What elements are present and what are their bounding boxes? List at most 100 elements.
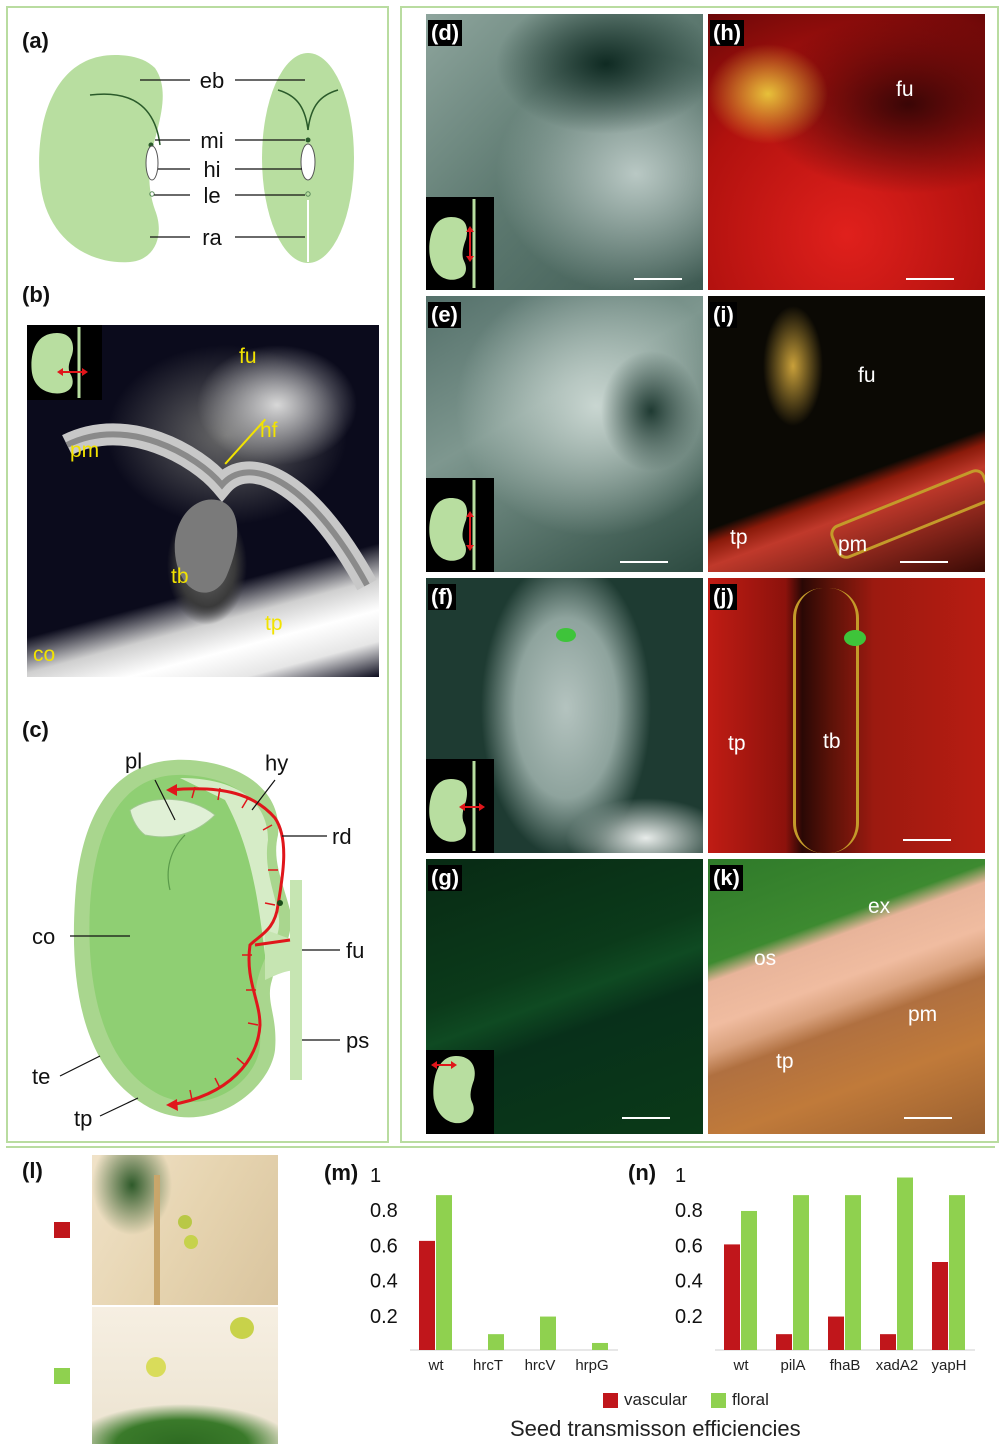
c-term-ps: ps xyxy=(346,1028,369,1053)
panel-g-inset xyxy=(426,1050,494,1134)
bar-vascular-wt xyxy=(419,1240,435,1350)
panel-g-micrograph: (g) xyxy=(426,859,703,1134)
chart-m: 1 0.8 0.6 0.4 0.2 wt hrcT hrcV hrpG xyxy=(370,1165,618,1374)
vascular-marker xyxy=(54,1222,70,1238)
panel-f-micrograph: (f) xyxy=(426,578,703,853)
ytick-label: 0.6 xyxy=(370,1235,398,1257)
panel-l-bud-2 xyxy=(184,1235,198,1249)
ytick-label: 1 xyxy=(370,1165,381,1187)
panel-h-micrograph: (h) fu xyxy=(708,14,985,290)
panel-b-label: (b) xyxy=(22,282,51,307)
bar-vascular-fhaB xyxy=(828,1316,844,1350)
bar-vascular-wt xyxy=(724,1244,740,1350)
panel-c-seed-cross-section: pl hy rd co fu ps te tp xyxy=(32,749,369,1131)
j-term-tp: tp xyxy=(728,732,746,755)
ytick-label: 0.2 xyxy=(370,1306,398,1328)
panel-i-micrograph: (i) fu tp pm xyxy=(708,296,985,572)
term-eb: eb xyxy=(200,68,224,93)
i-term-tp: tp xyxy=(730,526,748,549)
b-term-fu: fu xyxy=(239,345,257,368)
floral-marker xyxy=(54,1368,70,1384)
category-label: xadA2 xyxy=(876,1357,919,1374)
c-term-te: te xyxy=(32,1064,50,1089)
term-hi: hi xyxy=(203,157,220,182)
ytick-label: 0.8 xyxy=(675,1200,703,1222)
panel-k-label: (k) xyxy=(710,865,743,891)
c-term-co: co xyxy=(32,924,55,949)
b-term-tp: tp xyxy=(265,612,283,635)
panel-d-label: (d) xyxy=(428,20,463,46)
panel-f-bacteria-cluster xyxy=(556,628,576,642)
bottom-divider xyxy=(6,1146,995,1148)
c-term-rd: rd xyxy=(332,824,352,849)
panel-a-label: (a) xyxy=(22,28,49,53)
panel-l-stem xyxy=(154,1175,160,1305)
panel-j-trachied-bar xyxy=(793,588,859,853)
panel-h-scalebar xyxy=(906,278,954,280)
bar-vascular-pilA xyxy=(776,1334,792,1350)
panel-b-inset xyxy=(27,325,102,400)
legend-vascular-swatch xyxy=(603,1393,618,1408)
bar-floral-hrpG xyxy=(592,1342,608,1350)
panel-d-micrograph: (d) xyxy=(426,14,703,290)
panel-l-photo-vascular xyxy=(92,1155,278,1305)
panel-l-flower-right xyxy=(230,1317,254,1339)
ytick-label: 0.4 xyxy=(675,1271,703,1293)
i-term-fu: fu xyxy=(858,364,876,387)
panel-g-label: (g) xyxy=(428,865,463,891)
panel-l-flower-left xyxy=(146,1357,166,1377)
k-term-os: os xyxy=(754,947,777,970)
panel-b-micrograph: fu pm hf tb tp co xyxy=(27,325,379,677)
bar-floral-hrcT xyxy=(488,1334,504,1350)
j-term-tb: tb xyxy=(823,730,841,753)
ytick-label: 0.6 xyxy=(675,1235,703,1257)
panel-e-scalebar xyxy=(620,561,668,563)
right-panel-frame xyxy=(400,6,999,1143)
bar-floral-yapH xyxy=(949,1195,965,1350)
panel-a-seed-schematic: eb mi hi le ra xyxy=(39,53,354,263)
panel-g-scalebar xyxy=(622,1117,670,1119)
c-term-pl: pl xyxy=(125,749,142,774)
term-mi: mi xyxy=(200,128,223,153)
legend-floral-swatch xyxy=(711,1393,726,1408)
panel-i-scalebar xyxy=(900,561,948,563)
b-term-co: co xyxy=(33,643,56,666)
ytick-label: 0.4 xyxy=(370,1271,398,1293)
category-label: hrcT xyxy=(473,1357,503,1374)
figure-caption: Seed transmisson efficiencies xyxy=(510,1416,801,1441)
panel-l-label: (l) xyxy=(22,1158,43,1183)
panel-j-bacteria-cluster xyxy=(844,630,866,646)
category-label: pilA xyxy=(780,1357,805,1374)
panel-e-micrograph: (e) xyxy=(426,296,703,572)
legend-floral-label: floral xyxy=(732,1390,769,1409)
k-term-tp: tp xyxy=(776,1050,794,1073)
category-label: hrcV xyxy=(525,1357,556,1374)
bar-floral-wt xyxy=(741,1210,757,1350)
b-term-tb: tb xyxy=(171,565,189,588)
panel-f-inset xyxy=(426,759,494,853)
i-term-pm: pm xyxy=(838,533,868,556)
panel-j-scalebar xyxy=(903,839,951,841)
bar-vascular-yapH xyxy=(932,1262,948,1350)
c-term-hy: hy xyxy=(265,750,288,775)
bar-floral-pilA xyxy=(793,1195,809,1350)
chart-n: 1 0.8 0.6 0.4 0.2 wt pilA fhaB xadA2 yapH xyxy=(675,1165,975,1374)
category-label: fhaB xyxy=(830,1357,861,1374)
h-term-fu: fu xyxy=(896,78,914,101)
c-term-tp: tp xyxy=(74,1106,92,1131)
b-term-hf: hf xyxy=(260,419,278,442)
bar-floral-xadA2 xyxy=(897,1177,913,1350)
panel-l-bud-1 xyxy=(178,1215,192,1229)
panel-b-hilum-band xyxy=(62,423,377,593)
panel-j-label: (j) xyxy=(710,584,737,610)
legend-vascular-label: vascular xyxy=(624,1390,688,1409)
term-ra: ra xyxy=(202,225,222,250)
panel-f-label: (f) xyxy=(428,584,456,610)
panel-m-label: (m) xyxy=(324,1160,359,1185)
ytick-label: 0.8 xyxy=(370,1200,398,1222)
panel-e-inset xyxy=(426,478,494,572)
panel-l-photo-floral xyxy=(92,1307,278,1444)
ytick-label: 0.2 xyxy=(675,1306,703,1328)
term-le: le xyxy=(203,183,220,208)
bar-floral-fhaB xyxy=(845,1195,861,1350)
